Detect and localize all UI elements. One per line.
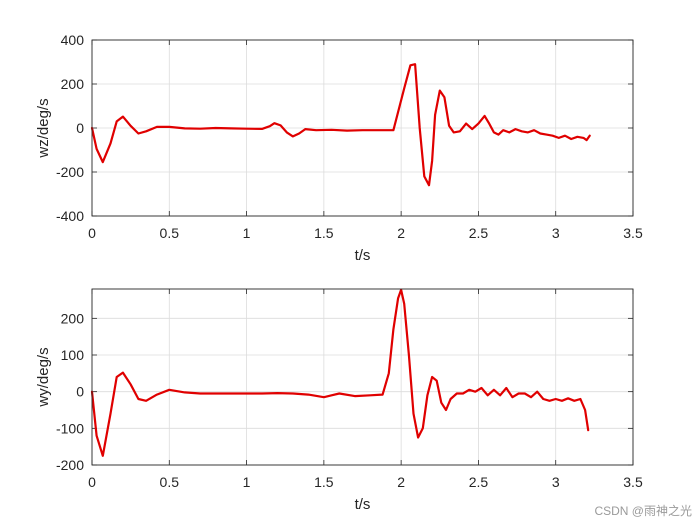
x-tick-label: 1.5	[314, 225, 334, 241]
y-axis-label: wz/deg/s	[35, 98, 52, 158]
watermark: CSDN @雨神之光	[594, 504, 692, 518]
y-tick-label: -400	[56, 208, 84, 224]
chart-wy: 0 0.5 1 1.5 2 2.5 3 3.5 -200 -100 0 100 200 t/s wy/deg…	[35, 288, 643, 513]
x-tick-label: 0.5	[160, 474, 180, 490]
plot-area	[92, 289, 633, 465]
y-tick-label: 0	[76, 120, 84, 136]
y-tick-label: 100	[61, 347, 85, 363]
x-tick-label: 2	[397, 474, 405, 490]
x-tick-label: 1	[243, 474, 251, 490]
axes-box	[91, 39, 634, 217]
chart-wz: 0 0.5 1 1.5 2 2.5 3 3.5 -400 -200 0 200 400 t/s wz/deg…	[35, 32, 643, 264]
x-tick-label: 0	[88, 225, 96, 241]
y-tick-label: -200	[56, 164, 84, 180]
x-tick-label: 2	[397, 225, 405, 241]
x-tick-label: 2.5	[469, 474, 489, 490]
x-axis-label: t/s	[355, 496, 371, 513]
x-axis-label: t/s	[355, 247, 371, 264]
x-tick-label: 2.5	[469, 225, 489, 241]
y-tick-label: -100	[56, 420, 84, 436]
y-axis-label: wy/deg/s	[35, 347, 52, 407]
axes-box	[91, 288, 634, 466]
y-tick-label: 400	[61, 32, 85, 48]
y-tick-label: -200	[56, 457, 84, 473]
x-tick-label: 3.5	[623, 225, 643, 241]
x-tick-label: 1	[243, 225, 251, 241]
x-tick-label: 3	[552, 474, 560, 490]
x-tick-label: 3.5	[623, 474, 643, 490]
x-tick-label: 3	[552, 225, 560, 241]
y-tick-label: 200	[61, 76, 85, 92]
series-line	[90, 288, 590, 457]
x-tick-label: 0.5	[160, 225, 180, 241]
x-tick-label: 0	[88, 474, 96, 490]
y-tick-label: 200	[61, 310, 85, 326]
series-line	[90, 63, 591, 187]
x-tick-label: 1.5	[314, 474, 334, 490]
y-tick-label: 0	[76, 384, 84, 400]
